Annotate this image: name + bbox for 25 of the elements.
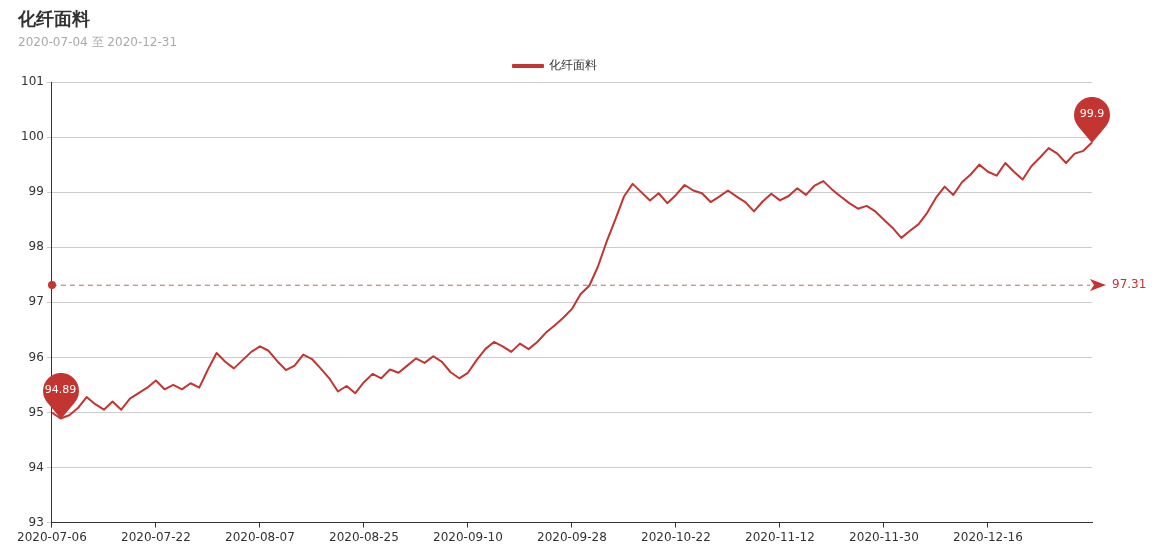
y-tick-label: 94 xyxy=(28,459,44,474)
ref-line-label: 97.31 xyxy=(1112,277,1147,292)
y-tick-label: 95 xyxy=(28,404,44,419)
chart-title: 化纤面料 xyxy=(17,8,90,30)
annotation: 94.89 xyxy=(43,382,78,397)
x-tick-label: 2020-08-07 xyxy=(225,529,295,544)
y-tick-label: 96 xyxy=(28,349,44,364)
annotation: 99.9 xyxy=(1078,106,1106,121)
x-tick-label: 2020-11-30 xyxy=(849,529,919,544)
y-tick-label: 98 xyxy=(28,239,44,254)
x-tick-label: 2020-09-10 xyxy=(433,529,503,544)
y-tick-label: 99 xyxy=(28,184,44,199)
y-tick-label: 97 xyxy=(28,294,44,309)
x-tick-label: 2020-12-16 xyxy=(953,529,1023,544)
y-tick-label: 101 xyxy=(21,74,44,89)
y-tick-label: 100 xyxy=(21,129,44,144)
x-tick-label: 2020-07-22 xyxy=(121,529,191,544)
x-tick-label: 2020-11-12 xyxy=(745,529,815,544)
x-tick-label: 2020-10-22 xyxy=(641,529,711,544)
x-tick-label: 2020-07-06 xyxy=(17,529,87,544)
chart-subtitle: 2020-07-04 至 2020-12-31 xyxy=(18,34,178,49)
x-tick-label: 2020-09-28 xyxy=(537,529,607,544)
y-tick-label: 93 xyxy=(28,514,44,529)
legend-label: 化纤面料 xyxy=(549,58,597,73)
x-tick-label: 2020-08-25 xyxy=(329,529,399,544)
